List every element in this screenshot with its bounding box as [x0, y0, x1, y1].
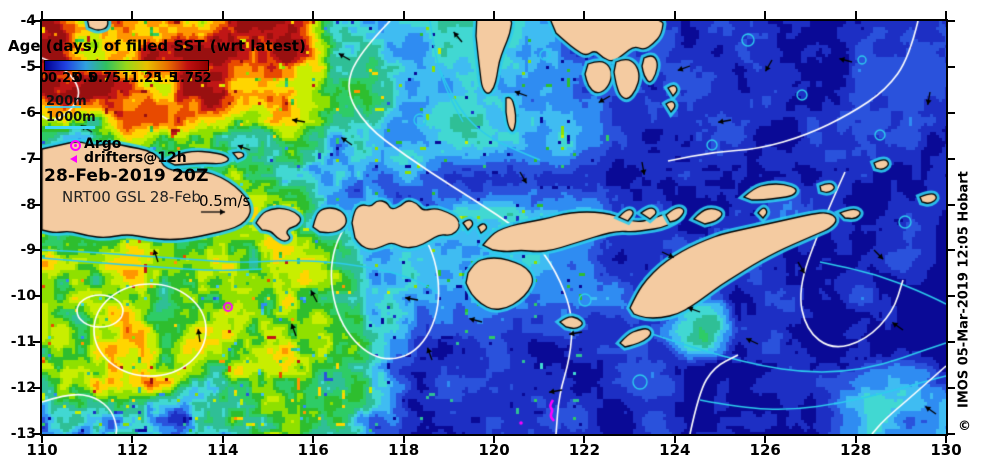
y-axis-tick-right: [947, 65, 955, 68]
y-axis-tick-left: [33, 249, 41, 252]
x-axis-tick-label: 128: [839, 441, 872, 459]
drifters-legend-label: drifters@12h: [84, 150, 187, 166]
y-axis-tick-right: [947, 111, 955, 114]
y-axis-tick-left: [33, 203, 41, 206]
x-axis-tick-label: 126: [749, 441, 781, 459]
analysis-datetime-label: 28-Feb-2019 20Z: [44, 166, 209, 186]
colorbar-tick-label: 0.25: [47, 71, 81, 86]
drifter-marker-icon: [70, 155, 77, 163]
argo-marker-dot-icon: [74, 144, 77, 147]
x-axis-tick-label: 130: [930, 441, 962, 459]
y-axis-tick-right: [947, 295, 955, 298]
x-axis-tick-label: 122: [568, 441, 601, 459]
copyright-symbol: ©: [958, 419, 971, 434]
x-axis-tick-label: 114: [207, 441, 239, 459]
y-axis-tick-right: [947, 157, 955, 160]
x-axis-tick-bottom: [764, 435, 767, 443]
x-axis-tick-label: 124: [659, 441, 691, 459]
colorbar-tick-label: 1: [121, 71, 131, 86]
depth-200m-label: 200m: [46, 94, 87, 109]
y-axis-tick-right: [947, 387, 955, 390]
x-axis-tick-top: [493, 11, 495, 19]
depth-1000m-contour-sample: [45, 126, 95, 129]
model-run-label: NRT00 GSL 28-Feb: [62, 188, 201, 206]
y-axis-tick-left: [33, 341, 41, 344]
x-axis-tick-top: [764, 11, 767, 19]
x-axis-tick-top: [854, 11, 857, 19]
y-axis-tick-right: [947, 20, 955, 22]
colorbar-tick-label: 0.5: [73, 71, 97, 86]
y-axis-tick-left: [33, 387, 41, 390]
x-axis-tick-top: [402, 11, 405, 19]
x-axis-tick-bottom: [131, 435, 134, 443]
x-axis-tick-label: 110: [26, 441, 58, 459]
x-axis-tick-label: 120: [478, 441, 510, 459]
colorbar-tick-label: 0: [39, 71, 49, 86]
x-axis-tick-bottom: [402, 435, 405, 443]
y-axis-tick-left: [33, 157, 41, 160]
x-axis-tick-bottom: [673, 435, 676, 443]
colorbar-tick-label: 0.75: [88, 71, 122, 86]
argo-marker-icon: [70, 140, 81, 151]
y-axis-tick-left: [33, 295, 41, 298]
y-axis-tick-label: -10: [10, 288, 36, 305]
velocity-scale-label: 0.5m/s: [199, 192, 251, 210]
colorbar-tick-label: 1.5: [154, 71, 178, 86]
y-axis-tick-label: -4: [20, 13, 36, 29]
y-axis-tick-label: -5: [20, 58, 36, 75]
x-axis-tick-label: 118: [387, 441, 420, 459]
colorbar: [44, 60, 209, 71]
x-axis-tick-top: [131, 11, 134, 19]
x-axis-tick-bottom: [312, 435, 315, 443]
credit-text: IMOS 05-Mar-2019 12:05 Hobart: [956, 171, 972, 409]
depth-1000m-label: 1000m: [46, 110, 96, 125]
y-axis-tick-left: [33, 111, 41, 114]
y-axis-tick-right: [947, 433, 955, 435]
y-axis-tick-label: -7: [20, 150, 36, 167]
x-axis-tick-label: 116: [297, 441, 329, 459]
x-axis-tick-bottom: [493, 435, 495, 443]
x-axis-tick-label: 112: [116, 441, 149, 459]
y-axis-tick-left: [33, 433, 41, 435]
y-axis-tick-label: -13: [10, 426, 36, 442]
x-axis-tick-top: [673, 11, 676, 19]
colorbar-tick-label: 2: [202, 71, 212, 86]
colorbar-tick-label: 1.25: [129, 71, 163, 86]
x-axis-tick-bottom: [854, 435, 857, 443]
x-axis-tick-bottom: [583, 435, 586, 443]
map-title: Age (days) of filled SST (wrt latest): [8, 37, 306, 55]
y-axis-tick-label: -6: [20, 104, 36, 121]
depth-200m-contour-sample: [45, 106, 81, 108]
y-axis-tick-label: -12: [10, 380, 36, 397]
argo-legend-label: Argo: [84, 136, 122, 152]
x-axis-tick-top: [221, 11, 224, 19]
x-axis-tick-bottom: [945, 435, 947, 443]
y-axis-tick-left: [33, 65, 41, 68]
x-axis-tick-bottom: [41, 435, 43, 443]
colorbar-tick-label: 1.75: [170, 71, 204, 86]
y-axis-tick-right: [947, 203, 955, 206]
y-axis-tick-label: -9: [20, 242, 36, 259]
y-axis-tick-label: -11: [10, 334, 36, 351]
y-axis-tick-label: -8: [20, 196, 36, 213]
map-canvas: [42, 21, 946, 434]
y-axis-tick-left: [33, 20, 41, 22]
x-axis-tick-top: [41, 11, 43, 19]
y-axis-tick-right: [947, 249, 955, 252]
x-axis-tick-bottom: [221, 435, 224, 443]
x-axis-tick-top: [583, 11, 586, 19]
x-axis-tick-top: [312, 11, 315, 19]
y-axis-tick-right: [947, 341, 955, 344]
x-axis-tick-top: [945, 11, 947, 19]
